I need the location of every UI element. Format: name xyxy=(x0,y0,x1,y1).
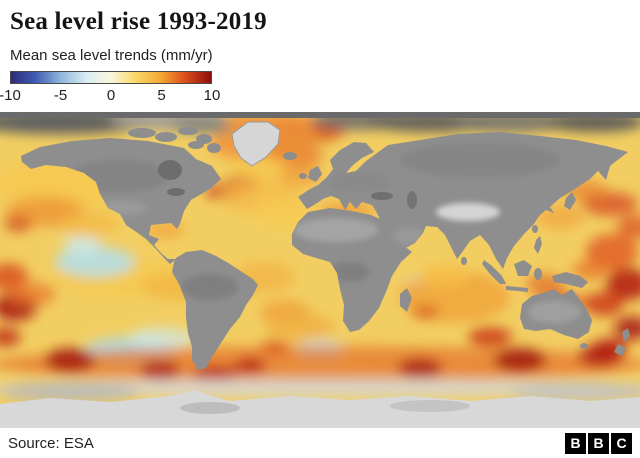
island-madagascar xyxy=(400,288,412,312)
tick-label: 5 xyxy=(157,87,166,104)
great-lakes xyxy=(167,188,185,196)
island-tasmania xyxy=(580,343,588,349)
antarctica-shading xyxy=(180,402,240,414)
sea-level-world-map xyxy=(0,110,640,428)
tick-label: -10 xyxy=(0,87,21,104)
island-sumatra xyxy=(482,260,506,284)
footer: Source: ESA B B C xyxy=(0,428,640,458)
bbc-logo: B B C xyxy=(565,432,632,454)
arctic-rim xyxy=(0,112,640,118)
page-title: Sea level rise 1993-2019 xyxy=(10,8,267,35)
map-container xyxy=(0,110,640,428)
hudson-bay xyxy=(158,160,182,180)
colorbar-ticks: -10 -5 0 5 10 xyxy=(0,87,220,106)
colorbar xyxy=(10,71,212,84)
caspian-sea xyxy=(407,191,417,209)
tick-label: -5 xyxy=(53,87,68,104)
island-new-guinea xyxy=(552,272,588,288)
island-new-zealand-north xyxy=(622,328,630,342)
legend-label: Mean sea level trends (mm/yr) xyxy=(10,47,213,64)
island-philippines xyxy=(534,236,542,254)
island-srilanka xyxy=(461,257,467,265)
antarctica-shading xyxy=(390,400,470,412)
continent-greenland xyxy=(231,121,281,167)
arctic-islands xyxy=(128,127,221,153)
inland-water-layer xyxy=(158,160,417,209)
island-uk xyxy=(308,166,322,182)
island-iceland xyxy=(283,152,297,160)
island-ireland xyxy=(299,173,307,179)
bbc-logo-block: B xyxy=(565,432,586,454)
black-sea xyxy=(371,192,393,200)
tick-label: 0 xyxy=(106,87,116,104)
source-credit: Source: ESA xyxy=(8,434,94,452)
island-new-zealand-south xyxy=(614,344,626,356)
island-taiwan xyxy=(532,225,538,233)
continent-antarctica xyxy=(0,390,640,428)
island-java xyxy=(506,286,528,292)
tick-label: 10 xyxy=(203,87,221,104)
island-borneo xyxy=(514,260,532,276)
bbc-logo-block: C xyxy=(611,432,632,454)
header: Sea level rise 1993-2019 xyxy=(0,0,640,36)
island-sulawesi xyxy=(534,268,542,280)
bbc-logo-block: B xyxy=(588,432,609,454)
island-japan xyxy=(564,192,576,210)
legend: Mean sea level trends (mm/yr) -10 -5 0 5… xyxy=(0,36,640,106)
